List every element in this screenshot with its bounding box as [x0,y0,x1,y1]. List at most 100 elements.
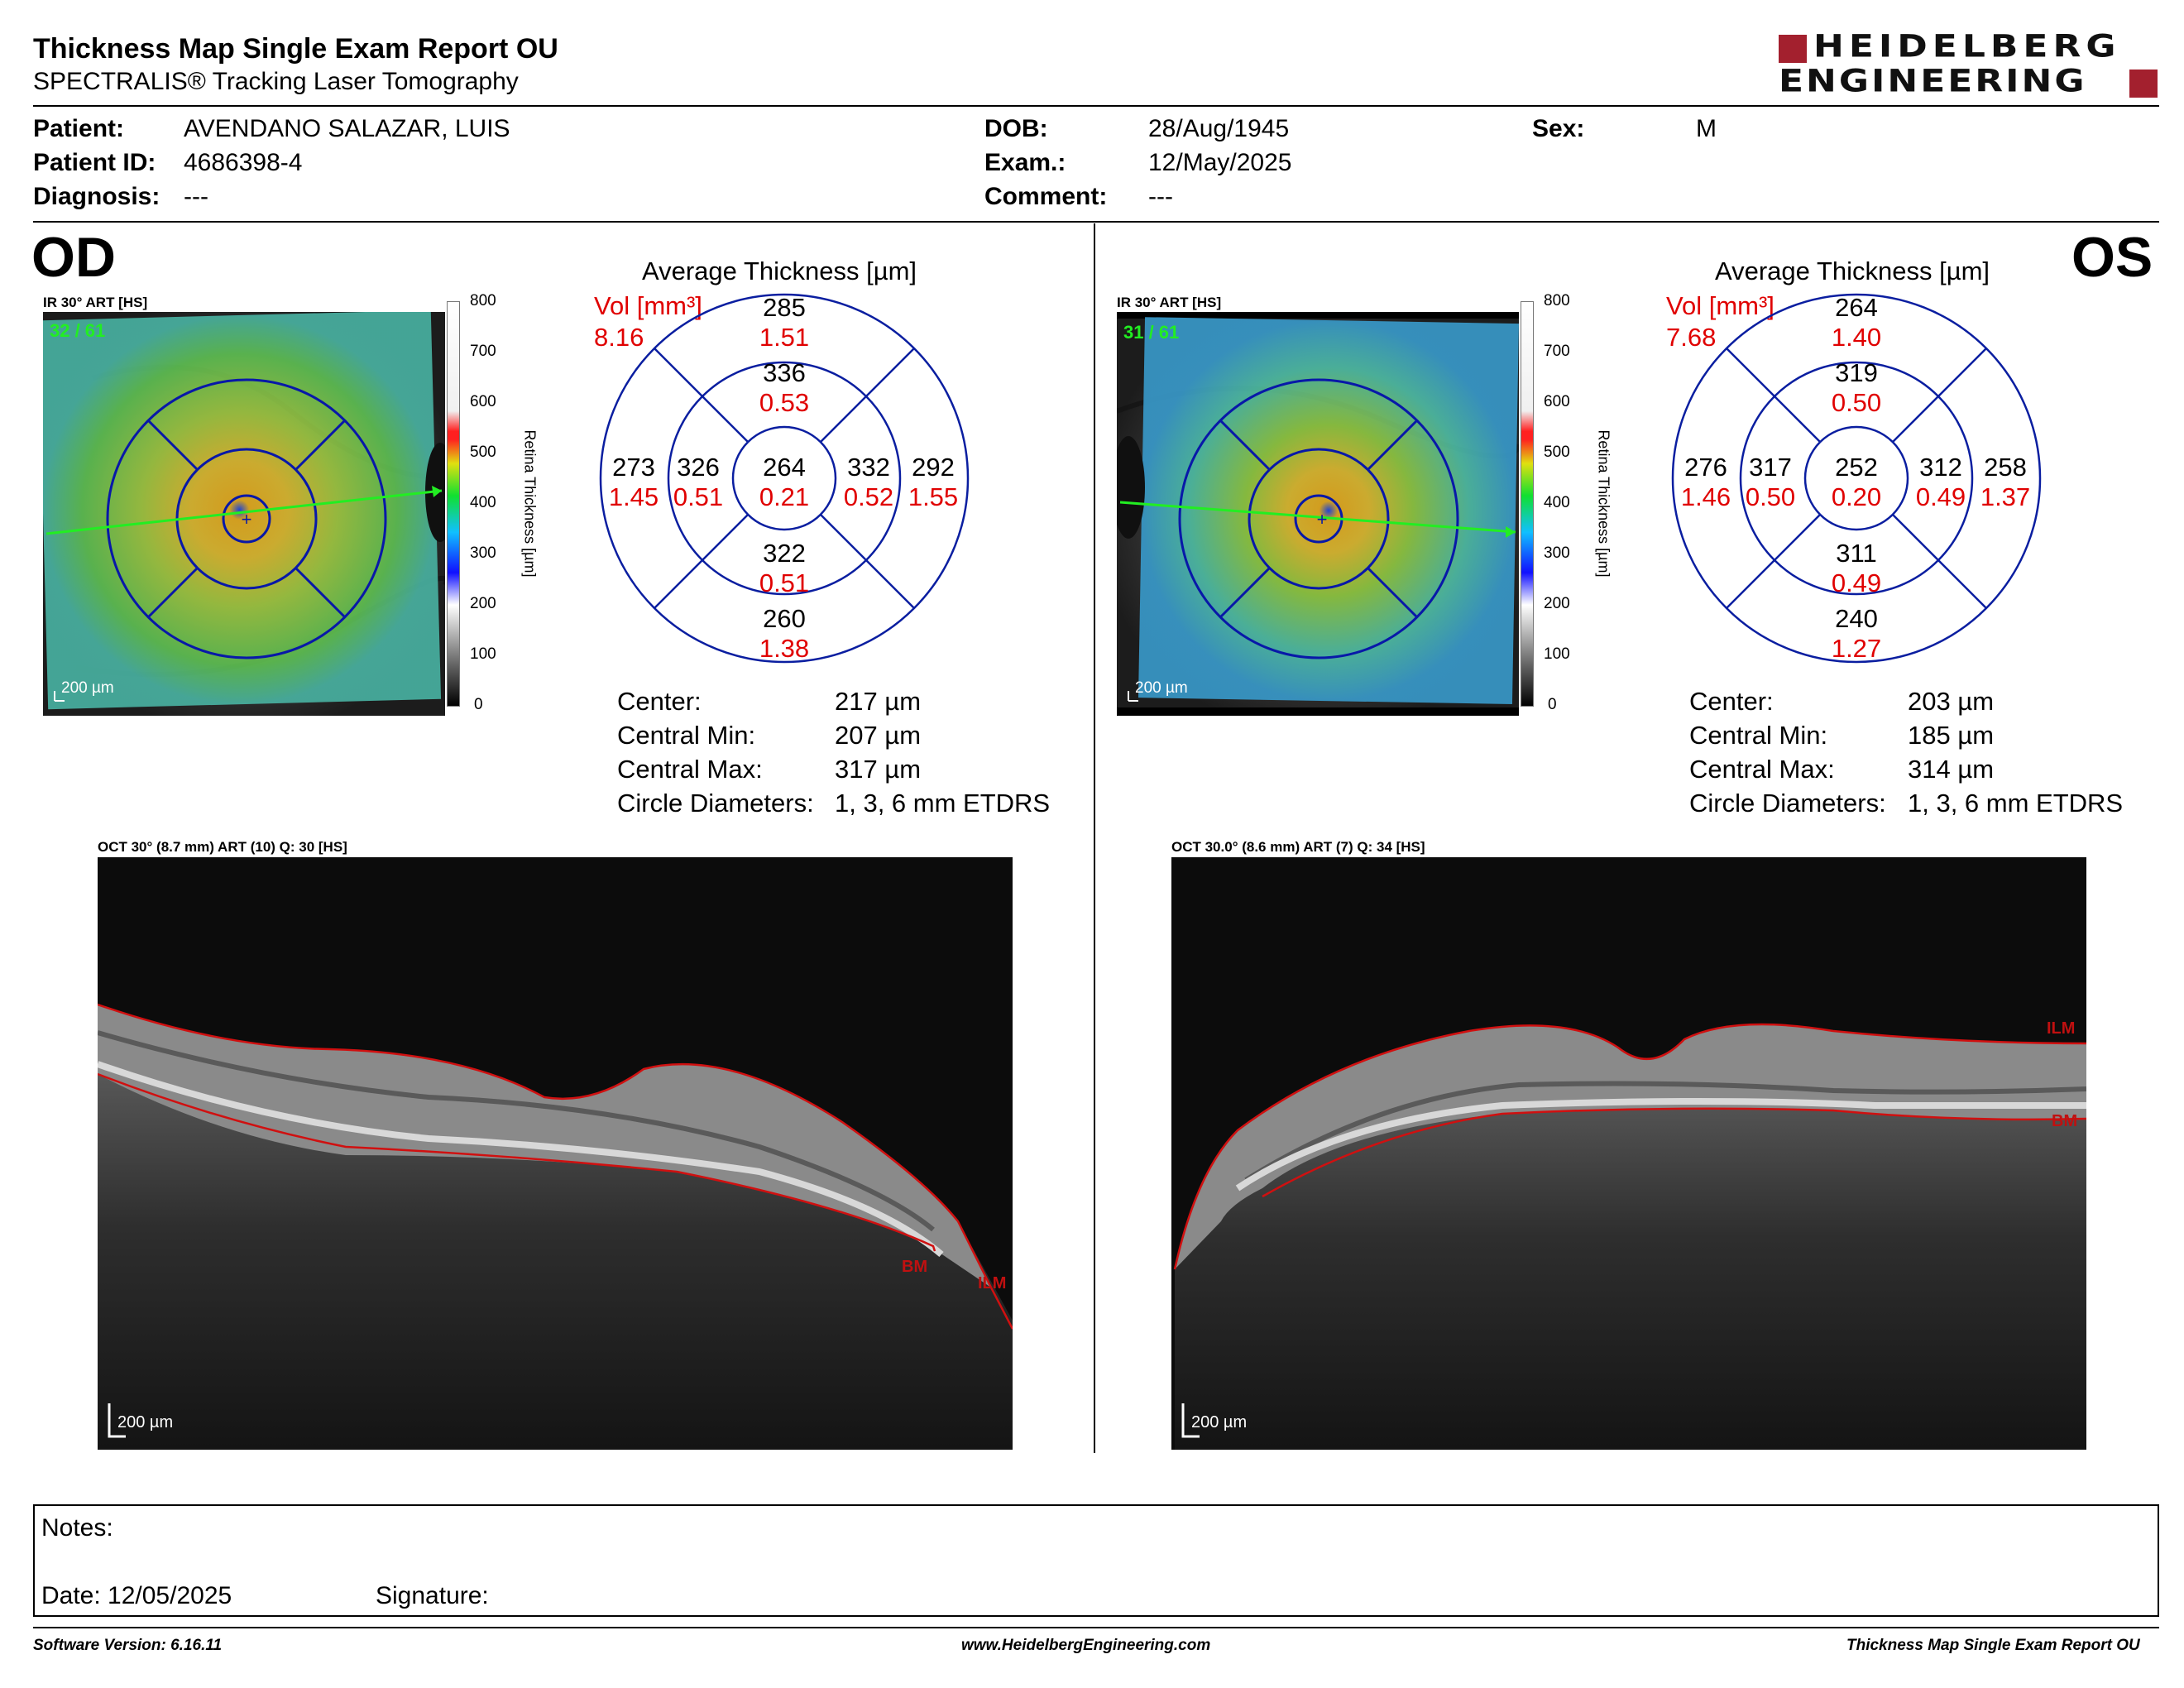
od-stat-center-value: 217 µm [835,687,922,716]
patient-rule [33,221,2159,223]
report-subtitle: SPECTRALIS® Tracking Laser Tomography [33,68,519,95]
dob-value: 28/Aug/1945 [1148,115,1290,142]
os-center-volume: 0.20 [1832,482,1881,511]
os-stat-min-value: 185 µm [1908,721,1995,750]
od-inner-temp-volume: 0.51 [673,482,723,511]
dob-label: DOB: [984,115,1048,142]
od-inner-sup-thickness: 336 [763,358,806,387]
os-ir-label: IR 30° ART [HS] [1117,295,1222,310]
header-rule [33,105,2159,107]
patient-name: AVENDANO SALAZAR, LUIS [184,115,510,142]
os-oct-ilm-label: ILM [2047,1019,2076,1038]
tick-200: 200 [1544,595,1570,612]
report-title: Thickness Map Single Exam Report OU [33,33,558,65]
tick-400: 400 [470,494,496,511]
od-outer-nasal-thickness: 292 [912,453,955,482]
notes-box[interactable]: Notes: Date: 12/05/2025 Signature: [33,1504,2159,1617]
os-outer-sup-volume: 1.40 [1832,323,1881,352]
patient-label: Patient: [33,115,125,142]
os-inner-sup-volume: 0.50 [1832,388,1881,417]
od-outer-sup-thickness: 285 [763,293,806,322]
od-fundus-image: + 32 / 61 200 µm [43,312,445,716]
os-fundus-image: + 31 / 61 200 µm [1117,312,1519,716]
tick-500: 500 [470,444,496,461]
od-oct-label: OCT 30° (8.7 mm) ART (10) Q: 30 [HS] [98,839,347,855]
os-eye-label: OS [2071,226,2153,289]
os-inner-nasal-thickness: 312 [1919,453,1962,482]
os-outer-temp-volume: 1.46 [1681,482,1731,511]
os-colorbar [1521,301,1534,707]
os-oct-scale: 200 µm [1191,1413,1248,1431]
footer-rule [33,1627,2159,1628]
od-colorbar-ticks: 800 700 600 500 400 300 200 100 0 [470,292,503,714]
od-eye-label: OD [31,226,116,289]
os-outer-sup-thickness: 264 [1835,293,1878,322]
notes-date: Date: 12/05/2025 [41,1582,232,1609]
tick-800: 800 [470,292,496,309]
od-outer-temp-volume: 1.45 [609,482,659,511]
tick-800: 800 [1544,292,1570,309]
footer-software: Software Version: 6.16.11 [33,1637,223,1654]
od-inner-nasal-volume: 0.52 [844,482,893,511]
tick-300: 300 [1544,544,1570,562]
os-fundus-scale: 200 µm [1135,679,1188,697]
os-frame-count: 31 / 61 [1123,322,1180,343]
tick-300: 300 [470,544,496,562]
od-colorbar-title: Retina Thickness [µm] [521,429,539,578]
od-oct-bscan: 200 µm BM ILM [98,857,1013,1450]
tick-100: 100 [1544,645,1570,663]
diagnosis-label: Diagnosis: [33,183,160,210]
od-stat-min-label: Central Min: [617,721,756,750]
exam-value: 12/May/2025 [1148,149,1292,176]
od-stat-min-value: 207 µm [835,721,922,750]
logo-square-top [1779,35,1807,63]
os-vol-value: 7.68 [1666,323,1717,352]
os-colorbar-ticks: 800 700 600 500 400 300 200 100 0 [1544,292,1577,714]
tick-700: 700 [470,343,496,360]
os-etdrs-grid: 264 1.40 319 0.50 276 1.46 317 0.50 252 … [1671,293,2042,664]
od-stat-center-label: Center: [617,687,702,716]
tick-700: 700 [1544,343,1570,360]
tick-0: 0 [1548,696,1557,713]
footer-report: Thickness Map Single Exam Report OU [1846,1637,2140,1654]
footer-website[interactable]: www.HeidelbergEngineering.com [961,1637,1211,1654]
comment-value: --- [1148,183,1173,210]
diagnosis-value: --- [184,183,208,210]
notes-signature: Signature: [376,1582,489,1609]
od-outer-sup-volume: 1.51 [759,323,809,352]
od-avg-thickness-title: Average Thickness [µm] [642,257,917,285]
od-ir-label: IR 30° ART [HS] [43,295,148,310]
os-oct-label: OCT 30.0° (8.6 mm) ART (7) Q: 34 [HS] [1171,839,1425,855]
heidelberg-logo: HEIDELBERG ENGINEERING [1779,31,2159,101]
os-stat-max-label: Central Max: [1689,755,1835,784]
logo-line1: HEIDELBERG [1813,28,2121,65]
os-inner-sup-thickness: 319 [1835,358,1878,387]
od-oct-scale: 200 µm [117,1413,174,1431]
od-colorbar [447,301,460,707]
od-inner-inf-thickness: 322 [763,539,806,568]
svg-text:+: + [1317,509,1328,530]
od-oct-ilm-label: ILM [978,1274,1007,1292]
os-outer-inf-thickness: 240 [1835,604,1878,633]
os-center-thickness: 252 [1835,453,1878,482]
svg-text:+: + [242,509,252,530]
os-oct-bscan: 200 µm ILM BM [1171,857,2086,1450]
od-outer-inf-thickness: 260 [763,604,806,633]
od-vol-value: 8.16 [594,323,644,352]
od-outer-inf-volume: 1.38 [759,634,809,663]
os-inner-nasal-volume: 0.49 [1916,482,1966,511]
od-stat-diam-label: Circle Diameters: [617,789,814,818]
eye-divider [1094,223,1095,1453]
sex-value: M [1696,115,1717,142]
tick-400: 400 [1544,494,1570,511]
os-colorbar-title: Retina Thickness [µm] [1595,429,1612,578]
od-oct-bm-label: BM [902,1258,928,1276]
od-vol-label: Vol [mm³] [594,291,702,320]
notes-label: Notes: [41,1514,113,1542]
od-center-thickness: 264 [763,453,806,482]
od-inner-sup-volume: 0.53 [759,388,809,417]
tick-600: 600 [1544,393,1570,410]
od-fundus-scale: 200 µm [61,679,114,697]
tick-100: 100 [470,645,496,663]
os-outer-nasal-volume: 1.37 [1980,482,2030,511]
